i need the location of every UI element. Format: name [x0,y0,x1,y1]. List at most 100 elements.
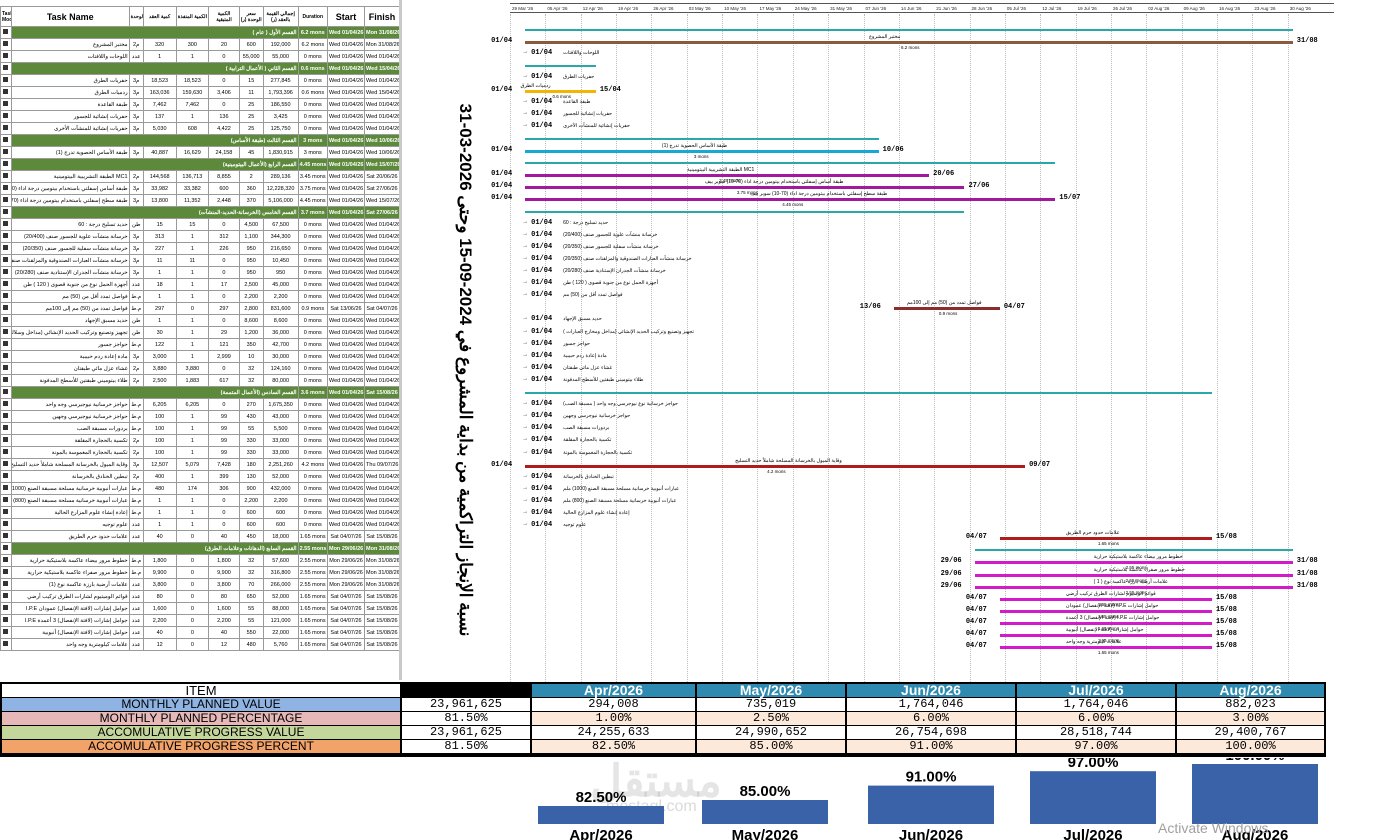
task-total-cell[interactable]: 67,500 [262,218,299,231]
task-finish-cell[interactable]: Wed 01/04/26 [364,122,400,135]
task-unit-cell[interactable]: م.ط [128,506,144,519]
task-bar[interactable] [999,646,1212,650]
task-total-cell[interactable]: 121,000 [262,614,299,627]
task-row[interactable]: اللوحات واللافتات عدد 1 1 0 55,000 55,000 0 mon… [0,50,400,63]
task-start-cell[interactable]: Wed 01/04/26 [326,98,366,111]
task-start-cell[interactable]: Wed 01/04/26 [326,518,366,531]
task-duration-cell[interactable]: 0 mons [297,314,328,327]
task-unit-cell[interactable]: م3 [128,86,144,99]
task-price-cell[interactable]: 55 [238,602,264,615]
task-rem-cell[interactable]: 0 [208,314,240,327]
task-rem-cell[interactable]: 0 [208,518,240,531]
task-qty-cell[interactable]: 12 [142,638,177,651]
task-rem-cell[interactable]: 99 [208,410,240,423]
task-rem-cell[interactable]: 17 [208,278,240,291]
task-finish-cell[interactable]: Wed 01/04/26 [364,254,400,267]
task-name-cell[interactable]: قوائم الوميتيوم لشارات الطرق تركيب أرضي [10,590,130,603]
task-unit-cell[interactable]: م3 [128,254,144,267]
task-unit-cell[interactable]: عدد [128,602,144,615]
task-start-cell[interactable]: Wed 01/04/26 [326,506,366,519]
task-duration-cell[interactable]: 0 mons [297,446,328,459]
task-row[interactable]: مختبر المشروع م2 320 300 20 600 192,000 6.2 mon… [0,38,400,51]
task-qty-cell[interactable]: 3,800 [142,578,177,591]
task-unit-cell[interactable]: م2 [128,38,144,51]
task-total-cell[interactable]: 88,000 [262,602,299,615]
task-unit-cell[interactable]: م3 [128,194,144,207]
task-total-cell[interactable]: 600 [262,518,299,531]
task-row[interactable]: خرسانة منشآت العبارات الصندوقية والمزلقن… [0,254,400,267]
task-name-cell[interactable]: فواصل تمدد أقل من (50) مم [10,290,130,303]
task-rem-cell[interactable]: 0 [208,398,240,411]
task-duration-cell[interactable]: 0 mons [297,50,328,63]
task-start-cell[interactable]: Wed 01/04/26 [326,230,366,243]
task-price-cell[interactable]: 480 [238,638,264,651]
task-mode-cell[interactable] [0,362,12,375]
task-qty-cell[interactable]: 100 [142,422,177,435]
task-rem-cell[interactable]: 0 [208,218,240,231]
task-price-cell[interactable]: 45 [238,146,264,159]
task-duration-cell[interactable]: 0 mons [297,482,328,495]
task-price-cell[interactable]: 430 [238,410,264,423]
task-finish-cell[interactable]: Mon 31/08/26 [364,38,400,51]
summary-task-bar[interactable] [525,162,1056,165]
task-mode-cell[interactable] [0,350,12,363]
task-mode-cell[interactable] [0,242,12,255]
task-duration-cell[interactable]: 4.2 mons [297,458,328,471]
task-finish-cell[interactable]: Sat 15/08/26 [364,614,400,627]
task-done-cell[interactable]: 1 [175,230,210,243]
task-rem-cell[interactable]: 2,200 [208,614,240,627]
task-qty-cell[interactable]: 1 [142,518,177,531]
task-mode-cell[interactable] [0,446,12,459]
task-done-cell[interactable]: 1 [175,350,210,363]
task-mode-cell[interactable] [0,50,12,63]
task-price-cell[interactable]: 550 [238,626,264,639]
task-rem-cell[interactable]: 40 [208,530,240,543]
task-total-cell[interactable]: 2,200 [262,494,299,507]
task-total-cell[interactable]: 80,000 [262,374,299,387]
task-unit-cell[interactable]: م.ط [128,494,144,507]
task-start-cell[interactable]: Sat 04/07/26 [326,530,366,543]
task-mode-cell[interactable] [0,614,12,627]
task-rem-cell[interactable]: 0 [208,494,240,507]
task-price-cell[interactable]: 450 [238,530,264,543]
task-name-cell[interactable]: إعادة إنشاء علوم المزارع الحالية [10,506,130,519]
task-row[interactable]: تكسية بالحجارة المقلقة م2 100 1 99 330 33,000 0… [0,434,400,447]
task-finish-cell[interactable]: Sat 04/07/26 [364,302,400,315]
task-duration-cell[interactable]: 3.45 mons [297,170,328,183]
task-total-cell[interactable]: 33,000 [262,434,299,447]
task-qty-cell[interactable]: 9,900 [142,566,177,579]
task-unit-cell[interactable]: طن [128,314,144,327]
task-finish-cell[interactable]: Wed 01/04/26 [364,422,400,435]
task-rem-cell[interactable]: 306 [208,482,240,495]
task-price-cell[interactable]: 1,200 [238,326,264,339]
task-bar[interactable] [999,634,1212,637]
col-header-done-qty[interactable]: الكمية المنفذة [175,6,210,27]
task-qty-cell[interactable]: 5,030 [142,122,177,135]
task-duration-cell[interactable]: 0 mons [297,470,328,483]
task-duration-cell[interactable]: 0 mons [297,242,328,255]
task-finish-cell[interactable]: Wed 01/04/26 [364,266,400,279]
task-unit-cell[interactable]: عدد [128,590,144,603]
summary-task-bar[interactable] [974,549,1293,552]
task-done-cell[interactable]: 1 [175,506,210,519]
task-rem-cell[interactable]: 0 [208,254,240,267]
task-done-cell[interactable]: 159,630 [175,86,210,99]
task-unit-cell[interactable]: م.ط [128,422,144,435]
task-start-cell[interactable]: Wed 01/04/26 [326,74,366,87]
task-price-cell[interactable]: 2 [238,170,264,183]
task-duration-cell[interactable]: 0 mons [297,410,328,423]
task-duration-cell[interactable]: 3.7 mons [297,206,328,219]
task-total-cell[interactable]: 43,000 [262,410,299,423]
task-qty-cell[interactable]: 12,507 [142,458,177,471]
task-row[interactable]: جوامل إشارات (لافتة الإنفصال) 3 أعمدة I.… [0,614,400,627]
task-duration-cell[interactable]: 1.65 mons [297,530,328,543]
task-start-cell[interactable]: Sat 04/07/26 [326,590,366,603]
task-finish-cell[interactable]: Sat 20/06/26 [364,170,400,183]
task-done-cell[interactable]: 1,883 [175,374,210,387]
task-total-cell[interactable]: 216,650 [262,242,299,255]
task-price-cell[interactable]: 55 [238,422,264,435]
task-rem-cell[interactable]: 297 [208,302,240,315]
task-duration-cell[interactable]: 1.65 mons [297,590,328,603]
task-rem-cell[interactable]: 0 [208,506,240,519]
task-unit-cell[interactable]: م.ط [128,338,144,351]
